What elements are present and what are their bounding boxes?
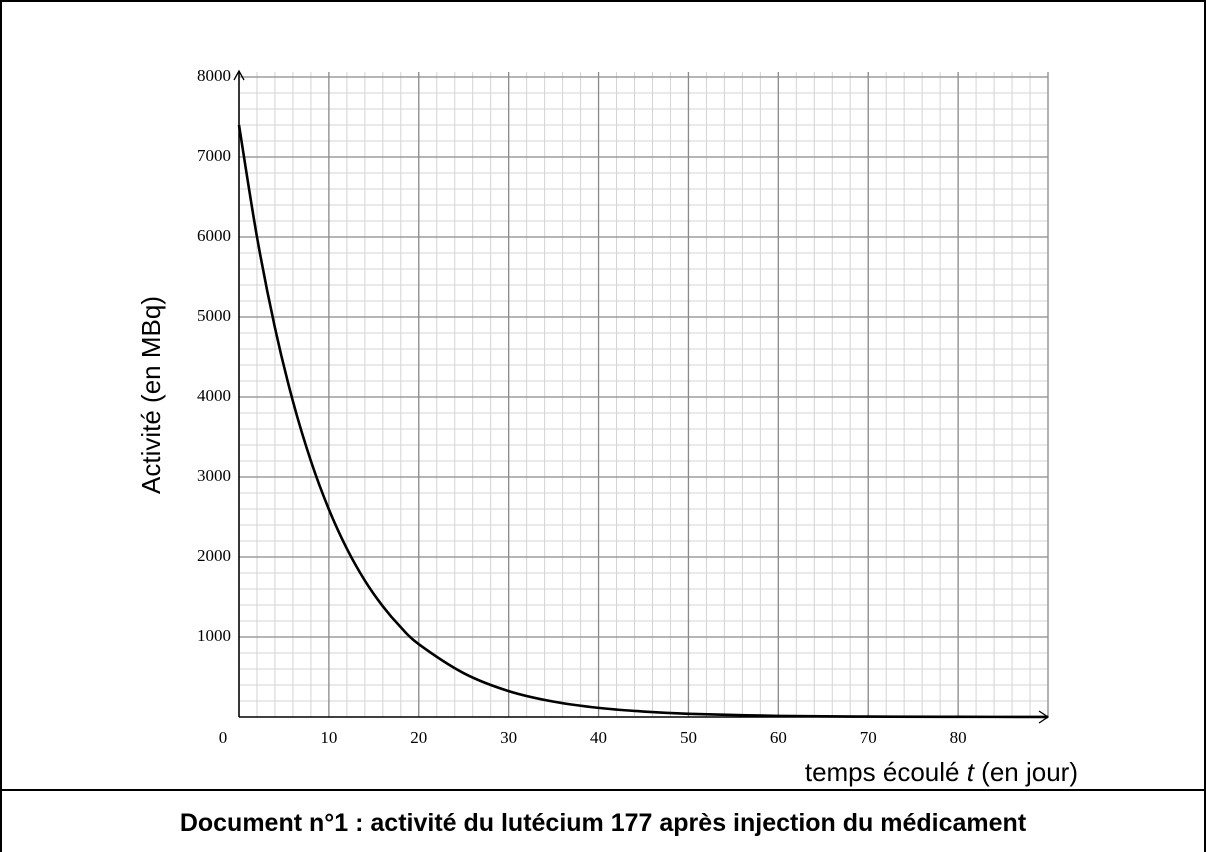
y-tick-label: 4000 <box>197 386 231 405</box>
plot: 0 10 20 30 40 50 60 70 80 1000 2000 3000 4000 5000 600… <box>197 66 1050 747</box>
curve <box>237 124 1049 719</box>
x-axis-label: temps écoulé t (en jour) <box>805 757 1078 787</box>
x-tick-label: 20 <box>410 728 427 747</box>
x-tick-label: 30 <box>500 728 517 747</box>
x-axis-arrow <box>1038 710 1050 724</box>
x-label-part: temps écoulé <box>805 757 967 787</box>
x-tick-label: 70 <box>860 728 877 747</box>
x-tick-label: 40 <box>590 728 607 747</box>
x-tick-label: 60 <box>770 728 787 747</box>
y-tick-label: 5000 <box>197 306 231 325</box>
x-tick-label: 50 <box>680 728 697 747</box>
x-tick-label: 10 <box>320 728 337 747</box>
y-tick-label: 3000 <box>197 466 231 485</box>
x-tick-label: 80 <box>950 728 967 747</box>
y-tick-label: 1000 <box>197 626 231 645</box>
y-tick-label: 8000 <box>197 66 231 85</box>
caption: Document n°1 : activité du lutécium 177 … <box>180 809 1027 837</box>
y-tick-label: 7000 <box>197 146 231 165</box>
y-tick-label: 6000 <box>197 226 231 245</box>
y-axis-label: Activité (en MBq) <box>136 296 166 494</box>
x-label-part: (en jour) <box>974 757 1078 787</box>
y-tick-label: 2000 <box>197 546 231 565</box>
y-axis-arrow <box>233 69 245 81</box>
x-label-part: t <box>967 757 976 787</box>
x-tick-label: 0 <box>219 728 228 747</box>
